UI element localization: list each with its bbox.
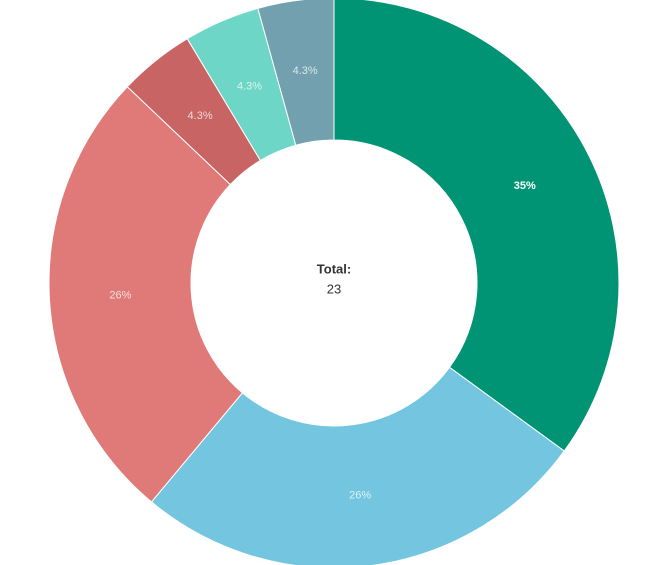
slice-label: 4.3%: [188, 110, 213, 122]
donut-slice: [333, 0, 620, 452]
slice-label: 4.3%: [293, 65, 318, 77]
slice-label: 4.3%: [237, 80, 262, 92]
slice-label: 35%: [514, 180, 536, 192]
donut-slice: [257, 0, 335, 146]
center-label: Total:: [317, 261, 351, 276]
slice-label: 26%: [109, 289, 131, 301]
donut-slice: [48, 86, 244, 503]
donut-slice: [150, 366, 565, 565]
center-total: 23: [327, 281, 341, 296]
slice-label: 26%: [349, 489, 371, 501]
